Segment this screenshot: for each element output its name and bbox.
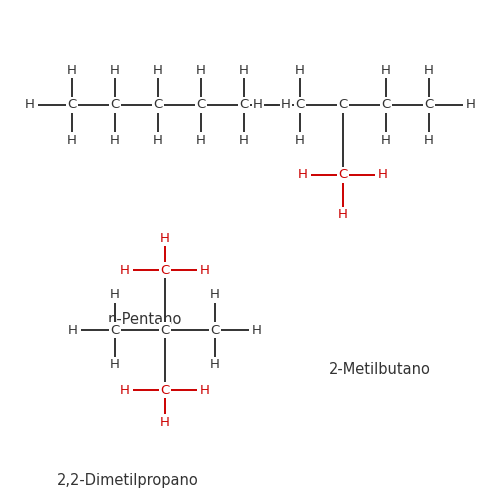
Text: H: H — [120, 384, 130, 396]
Text: 2,2-Dimetilpropano: 2,2-Dimetilpropano — [57, 472, 199, 488]
Text: H: H — [298, 169, 308, 181]
Text: H: H — [200, 264, 210, 276]
Text: H: H — [378, 169, 388, 181]
Text: H: H — [110, 64, 120, 76]
Text: H: H — [466, 98, 476, 112]
Text: C: C — [196, 98, 206, 112]
Text: n-Pentano: n-Pentano — [108, 313, 182, 327]
Text: H: H — [424, 64, 434, 76]
Text: C: C — [210, 323, 220, 337]
Text: H: H — [67, 64, 77, 76]
Text: H: H — [252, 323, 262, 337]
Text: C: C — [68, 98, 77, 112]
Text: C: C — [338, 169, 347, 181]
Text: H: H — [239, 64, 249, 76]
Text: C: C — [338, 98, 347, 112]
Text: H: H — [253, 98, 263, 112]
Text: H: H — [210, 289, 220, 301]
Text: C: C — [160, 384, 170, 396]
Text: H: H — [67, 133, 77, 147]
Text: H: H — [210, 359, 220, 371]
Text: H: H — [295, 133, 305, 147]
Text: H: H — [153, 133, 163, 147]
Text: H: H — [196, 64, 206, 76]
Text: H: H — [153, 64, 163, 76]
Text: H: H — [200, 384, 210, 396]
Text: C: C — [154, 98, 163, 112]
Text: C: C — [240, 98, 249, 112]
Text: H: H — [160, 416, 170, 428]
Text: H: H — [68, 323, 78, 337]
Text: C: C — [110, 98, 120, 112]
Text: H: H — [160, 231, 170, 245]
Text: H: H — [196, 133, 206, 147]
Text: H: H — [295, 64, 305, 76]
Text: H: H — [281, 98, 291, 112]
Text: C: C — [160, 264, 170, 276]
Text: C: C — [424, 98, 434, 112]
Text: H: H — [381, 64, 391, 76]
Text: C: C — [295, 98, 305, 112]
Text: H: H — [110, 133, 120, 147]
Text: H: H — [381, 133, 391, 147]
Text: C: C — [382, 98, 391, 112]
Text: 2-Metilbutano: 2-Metilbutano — [329, 363, 431, 377]
Text: H: H — [120, 264, 130, 276]
Text: C: C — [110, 323, 120, 337]
Text: H: H — [338, 209, 348, 221]
Text: H: H — [25, 98, 35, 112]
Text: H: H — [424, 133, 434, 147]
Text: H: H — [110, 289, 120, 301]
Text: H: H — [110, 359, 120, 371]
Text: C: C — [160, 323, 170, 337]
Text: H: H — [239, 133, 249, 147]
